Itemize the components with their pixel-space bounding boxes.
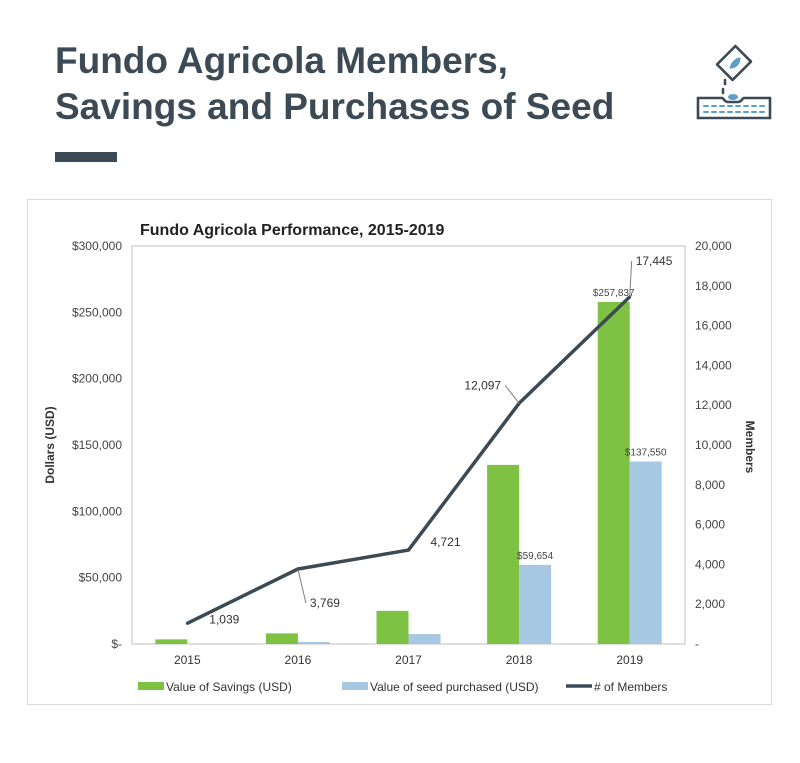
- legend-label: Value of Savings (USD): [166, 680, 292, 694]
- y-axis-title: Dollars (USD): [43, 406, 57, 483]
- y2-tick-label: 14,000: [695, 358, 732, 372]
- y2-tick-label: 4,000: [695, 557, 725, 571]
- y-tick-label: $250,000: [72, 305, 122, 319]
- x-tick-label: 2015: [174, 653, 201, 667]
- y2-tick-label: 16,000: [695, 319, 732, 333]
- legend-swatch: [342, 682, 368, 690]
- data-label-leader: [629, 260, 633, 297]
- title-underline: [55, 152, 117, 162]
- bar-savings: [155, 639, 188, 644]
- line-data-label: 4,721: [431, 535, 461, 549]
- chart-panel: Fundo Agricola Performance, 2015-2019 $- $…: [27, 199, 772, 705]
- x-tick-label: 2019: [616, 653, 643, 667]
- line-data-label: 17,445: [636, 254, 673, 268]
- x-tick-label: 2016: [285, 653, 312, 667]
- y-tick-label: $150,000: [72, 438, 122, 452]
- performance-chart: Fundo Agricola Performance, 2015-2019 $- $…: [43, 222, 757, 694]
- title-line-1: Fundo Agricola Members,: [55, 40, 508, 81]
- y2-tick-label: 12,000: [695, 398, 732, 412]
- title-line-2: Savings and Purchases of Seed: [55, 86, 615, 127]
- bar-savings: [265, 633, 298, 644]
- data-label-leader: [297, 568, 307, 604]
- bar-data-label: $257,837: [593, 288, 635, 299]
- y2-tick-label: -: [695, 637, 699, 651]
- bar-savings: [376, 610, 409, 644]
- y-tick-label: $-: [111, 637, 122, 651]
- y2-tick-label: 10,000: [695, 438, 732, 452]
- line-data-label: 3,769: [310, 596, 340, 610]
- members-point: [407, 548, 410, 552]
- bar-seed-purchased: [519, 564, 552, 644]
- chart-title: Fundo Agricola Performance, 2015-2019: [140, 222, 445, 239]
- y-tick-label: $300,000: [72, 239, 122, 253]
- line-data-label: 12,097: [464, 378, 501, 392]
- legend-label: Value of seed purchased (USD): [370, 680, 539, 694]
- legend-label: # of Members: [594, 680, 667, 694]
- y2-tick-label: 20,000: [695, 239, 732, 253]
- y-tick-label: $200,000: [72, 372, 122, 386]
- y2-axis-title: Members: [743, 421, 757, 474]
- y-tick-label: $50,000: [79, 571, 123, 585]
- bar-savings: [487, 464, 520, 644]
- members-line: [186, 295, 631, 625]
- y2-tick-label: 2,000: [695, 597, 725, 611]
- page-title: Fundo Agricola Members, Savings and Purc…: [55, 38, 695, 130]
- legend-swatch: [138, 682, 164, 690]
- bar-seed-purchased: [297, 642, 330, 644]
- bar-savings: [597, 301, 630, 644]
- y-tick-label: $100,000: [72, 504, 122, 518]
- data-label-leader: [504, 384, 520, 404]
- bar-seed-purchased: [408, 634, 441, 644]
- bar-data-label: $137,550: [625, 448, 667, 459]
- y2-tick-label: 18,000: [695, 279, 732, 293]
- members-point: [185, 621, 189, 625]
- x-tick-label: 2018: [506, 653, 533, 667]
- y2-tick-label: 8,000: [695, 478, 725, 492]
- y2-tick-label: 6,000: [695, 518, 725, 532]
- bar-data-label: $59,654: [517, 551, 554, 562]
- seed-planting-icon: [696, 44, 772, 120]
- line-data-label: 1,039: [209, 612, 239, 626]
- bar-seed-purchased: [629, 461, 662, 644]
- x-tick-label: 2017: [395, 653, 422, 667]
